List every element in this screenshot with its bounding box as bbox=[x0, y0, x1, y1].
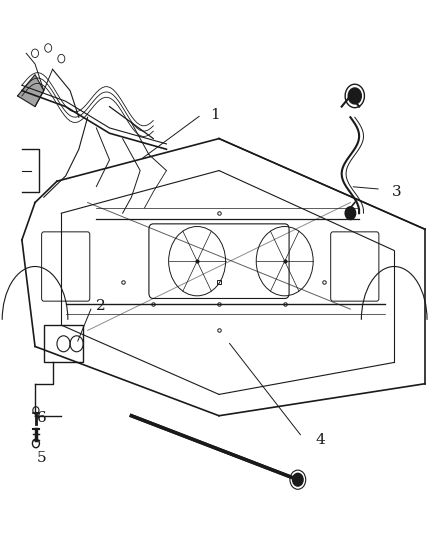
Text: 4: 4 bbox=[315, 433, 325, 447]
Text: 1: 1 bbox=[210, 108, 220, 122]
Circle shape bbox=[348, 88, 361, 104]
Text: 5: 5 bbox=[37, 451, 47, 465]
Bar bbox=[44, 325, 83, 362]
Polygon shape bbox=[18, 75, 44, 107]
Text: 3: 3 bbox=[392, 185, 402, 199]
Circle shape bbox=[293, 473, 303, 486]
Text: 6: 6 bbox=[37, 411, 47, 425]
Text: 2: 2 bbox=[96, 300, 106, 313]
Circle shape bbox=[345, 207, 356, 220]
